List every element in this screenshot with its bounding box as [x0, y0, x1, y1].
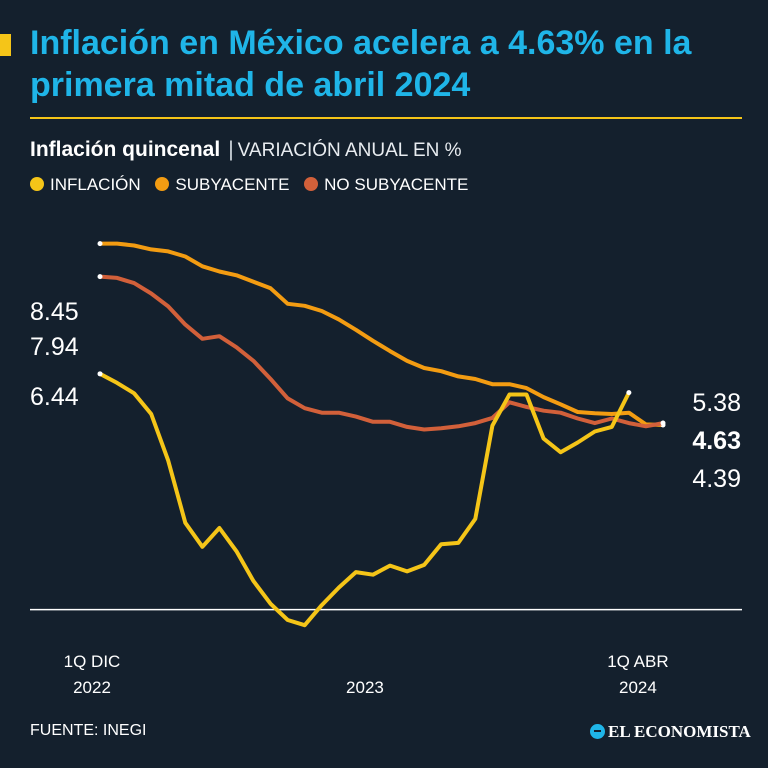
x-tick-label: 1Q DIC: [64, 652, 121, 671]
x-tick-label: 2022: [73, 678, 111, 697]
legend-item-no-subyacente: NO SUBYACENTE: [304, 175, 468, 195]
legend-dot-icon: [155, 177, 170, 191]
subtitle-bold: Inflación quincenal: [30, 138, 221, 161]
x-tick-label: 1Q ABR: [607, 652, 668, 671]
legend-label: INFLACIÓN: [50, 175, 141, 194]
title-divider: [30, 117, 742, 119]
source-note: FUENTE: INEGI: [30, 722, 147, 739]
subtitle-unit: VARIACIÓN ANUAL EN %: [237, 140, 462, 161]
title-accent-bar: [0, 34, 11, 56]
legend-label: NO SUBYACENTE: [324, 175, 469, 194]
legend-dot-icon: [30, 177, 44, 191]
subtitle-separator: |: [228, 138, 234, 161]
series-start-dot: [97, 371, 103, 377]
series-start-dot: [97, 274, 103, 280]
end-value-label: 4.39: [692, 465, 741, 493]
x-tick-label: 2024: [619, 678, 657, 697]
start-value-label: 7.94: [30, 333, 79, 361]
legend-item-inflacion: INFLACIÓN: [30, 175, 141, 195]
start-value-label: 8.45: [30, 298, 79, 326]
logo-text: EL ECONOMISTA: [608, 722, 751, 741]
series-start-dot: [97, 241, 103, 247]
publisher-logo: EL ECONOMISTA: [590, 722, 751, 742]
legend-item-subyacente: SUBYACENTE: [155, 175, 289, 195]
chart-legend: INFLACIÓN SUBYACENTE NO SUBYACENTE: [30, 175, 478, 195]
logo-icon: [590, 724, 605, 739]
x-tick-label: 2023: [346, 678, 384, 697]
chart-subtitle: Inflación quincenal | VARIACIÓN ANUAL EN %: [30, 138, 462, 162]
series-end-dot: [626, 390, 632, 396]
page-title: Inflación en México acelera a 4.63% en l…: [30, 24, 692, 104]
series-line-inflacion: [98, 371, 631, 628]
end-value-label: 5.38: [692, 389, 741, 417]
series-line-no-subyacente: [98, 274, 665, 432]
start-value-label: 6.44: [30, 383, 79, 411]
legend-dot-icon: [304, 177, 319, 191]
series-end-dot: [660, 420, 666, 426]
end-value-label: 4.63: [692, 427, 741, 455]
legend-label: SUBYACENTE: [175, 175, 290, 194]
series-line-subyacente: [98, 241, 665, 427]
